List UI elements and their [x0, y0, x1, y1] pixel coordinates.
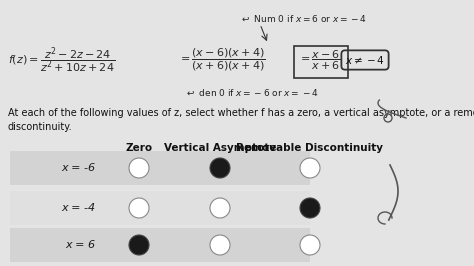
- Text: $= \dfrac{x-6}{x+6}$: $= \dfrac{x-6}{x+6}$: [298, 48, 341, 72]
- Text: $f(z) = \dfrac{z^2 - 2z - 24}{z^2 + 10z + 24}$: $f(z) = \dfrac{z^2 - 2z - 24}{z^2 + 10z …: [8, 45, 115, 75]
- Text: Removable Discontinuity: Removable Discontinuity: [237, 143, 383, 153]
- Bar: [10, 191, 310, 225]
- Text: $\mathit{\hookleftarrow}$ den 0 if $x = -6$ or $x = -4$: $\mathit{\hookleftarrow}$ den 0 if $x = …: [185, 88, 319, 98]
- Text: Zero: Zero: [126, 143, 153, 153]
- Text: x = -6: x = -6: [61, 163, 95, 173]
- Circle shape: [210, 158, 230, 178]
- Text: x = -4: x = -4: [61, 203, 95, 213]
- Circle shape: [300, 235, 320, 255]
- Circle shape: [210, 198, 230, 218]
- Text: At each of the following values of z, select whether f has a zero, a vertical as: At each of the following values of z, se…: [8, 108, 474, 132]
- Text: $= \dfrac{(x-6)(x+4)}{(x+6)(x+4)}$: $= \dfrac{(x-6)(x+4)}{(x+6)(x+4)}$: [178, 47, 265, 73]
- Bar: [10, 151, 310, 185]
- Circle shape: [129, 198, 149, 218]
- Text: $x \neq -4$: $x \neq -4$: [345, 54, 385, 66]
- Circle shape: [300, 198, 320, 218]
- Text: $\mathit{\hookleftarrow}$ Num 0 if $x = 6$ or $x = -4$: $\mathit{\hookleftarrow}$ Num 0 if $x = …: [240, 13, 367, 23]
- Circle shape: [300, 158, 320, 178]
- Text: Vertical Asymptote: Vertical Asymptote: [164, 143, 276, 153]
- Text: x = 6: x = 6: [65, 240, 95, 250]
- Bar: [10, 228, 310, 262]
- Circle shape: [129, 158, 149, 178]
- Circle shape: [210, 235, 230, 255]
- Circle shape: [129, 235, 149, 255]
